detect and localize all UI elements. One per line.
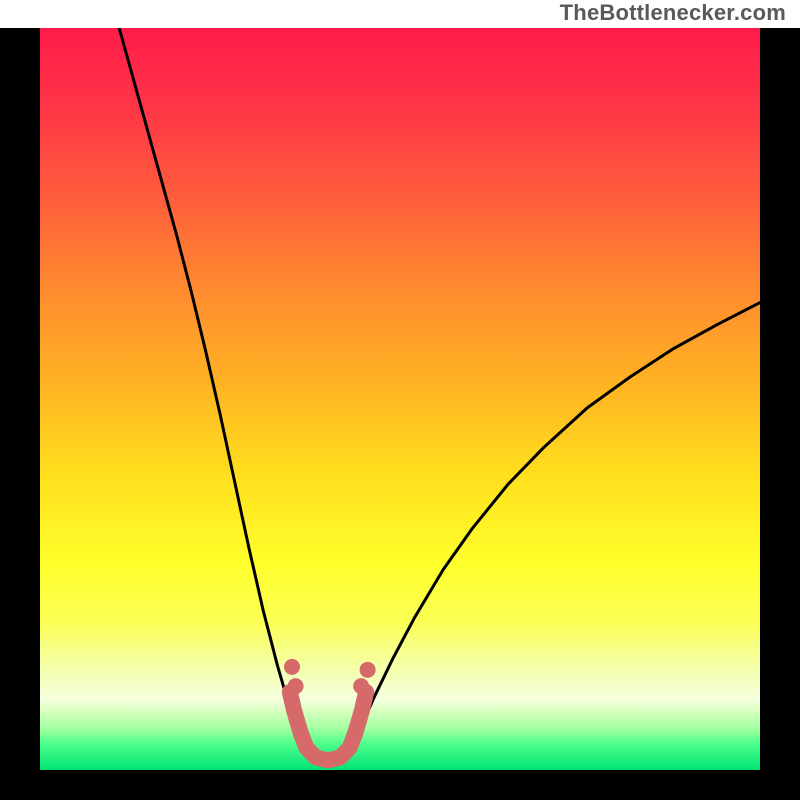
chart-frame: [0, 28, 800, 800]
chart-svg: [0, 28, 800, 800]
plot-background: [40, 28, 760, 770]
highlight-dot-3: [360, 662, 376, 678]
highlight-dot-1: [288, 678, 304, 694]
root: TheBottlenecker.com: [0, 0, 800, 800]
highlight-dot-0: [284, 659, 300, 675]
highlight-dot-2: [353, 678, 369, 694]
watermark-label: TheBottlenecker.com: [560, 0, 786, 26]
